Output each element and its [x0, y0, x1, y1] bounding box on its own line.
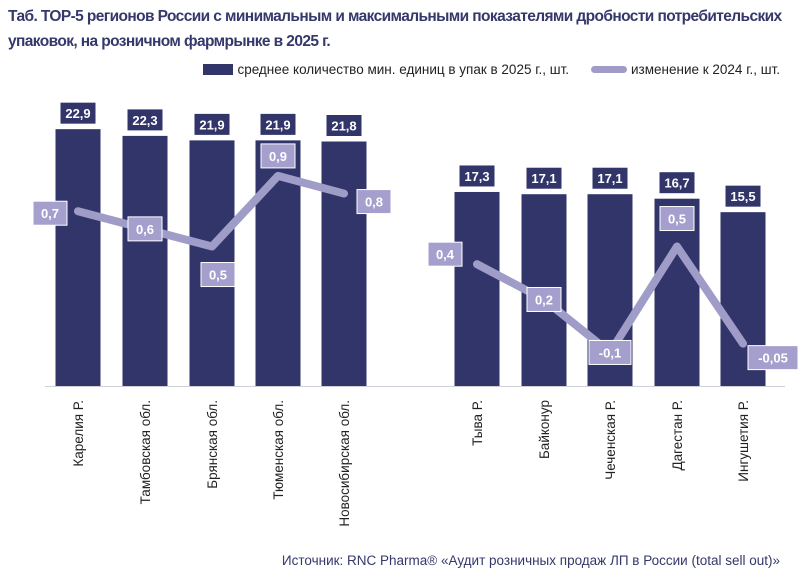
- line-label: 0,8: [365, 195, 383, 210]
- line-label: 0,9: [269, 149, 287, 164]
- line-label: 0,4: [436, 247, 455, 262]
- category-label: Тамбовская обл.: [138, 400, 153, 504]
- category-label: Тюменская обл.: [271, 400, 286, 500]
- bar-label-box: [126, 108, 164, 132]
- bar-label-box: [458, 164, 496, 188]
- bar-label: 21,9: [199, 117, 224, 132]
- chart-title: Таб. ТОР-5 регионов России с минимальным…: [8, 8, 782, 50]
- line-label-box: [32, 200, 68, 226]
- line-label-box: [747, 345, 799, 371]
- bar: [321, 141, 367, 386]
- bar-label-box: [658, 171, 696, 195]
- bar-label: 21,9: [265, 117, 290, 132]
- legend: среднее количество мин. единиц в упак в …: [203, 62, 780, 77]
- category-label: Байконур: [537, 400, 552, 459]
- bar-label: 16,7: [664, 176, 689, 191]
- bar-label: 22,9: [65, 106, 90, 121]
- legend-swatch-bar: [203, 64, 234, 75]
- line-label: 0,7: [41, 206, 59, 221]
- line-label: 0,5: [209, 268, 227, 283]
- bar-label-box: [259, 112, 297, 136]
- bar-label: 17,1: [531, 171, 556, 186]
- line-label-box: [427, 241, 463, 267]
- line-label-box: [200, 262, 236, 288]
- category-label: Новосибирская обл.: [337, 400, 352, 527]
- bar-label-box: [325, 113, 363, 137]
- line-label-box: [526, 286, 562, 312]
- line-label: -0,05: [758, 351, 788, 366]
- legend-swatch-line: [591, 66, 628, 73]
- bar-label: 21,8: [331, 118, 356, 133]
- line-label: 0,5: [668, 212, 686, 227]
- bar-label-box: [193, 112, 231, 136]
- category-label: Карелия Р.: [71, 400, 86, 467]
- line-series: [74, 171, 348, 251]
- bar-label-box: [724, 184, 762, 208]
- category-label: Ингушетия Р.: [736, 400, 751, 482]
- line-label-box: [588, 339, 632, 365]
- bar-label: 17,3: [464, 169, 489, 184]
- category-label: Тыва Р.: [470, 400, 485, 446]
- line-label: -0,1: [599, 345, 621, 360]
- category-label: Брянская обл.: [205, 400, 220, 489]
- line-label-box: [659, 206, 695, 232]
- bar: [122, 135, 168, 386]
- bar-label: 22,3: [132, 113, 157, 128]
- line-label-box: [127, 216, 163, 242]
- category-label: Дагестан Р.: [670, 400, 685, 471]
- line-label: 0,6: [136, 222, 154, 237]
- bar-label-box: [525, 166, 563, 190]
- bar-label-box: [59, 101, 97, 125]
- source-note: Источник: RNC Pharma® «Аудит розничных п…: [281, 553, 780, 568]
- bar-label: 15,5: [730, 189, 755, 204]
- line-label: 0,2: [535, 292, 553, 307]
- legend-label-line: изменение к 2024 г., шт.: [631, 62, 780, 77]
- bar-label-box: [591, 166, 629, 190]
- category-label: Чеченская Р.: [603, 400, 618, 480]
- bar-label: 17,1: [597, 171, 622, 186]
- bar: [55, 129, 101, 387]
- legend-label-bar: среднее количество мин. единиц в упак в …: [237, 62, 570, 77]
- bar: [454, 191, 500, 386]
- line-label-box: [356, 189, 392, 215]
- line-label-box: [260, 143, 296, 169]
